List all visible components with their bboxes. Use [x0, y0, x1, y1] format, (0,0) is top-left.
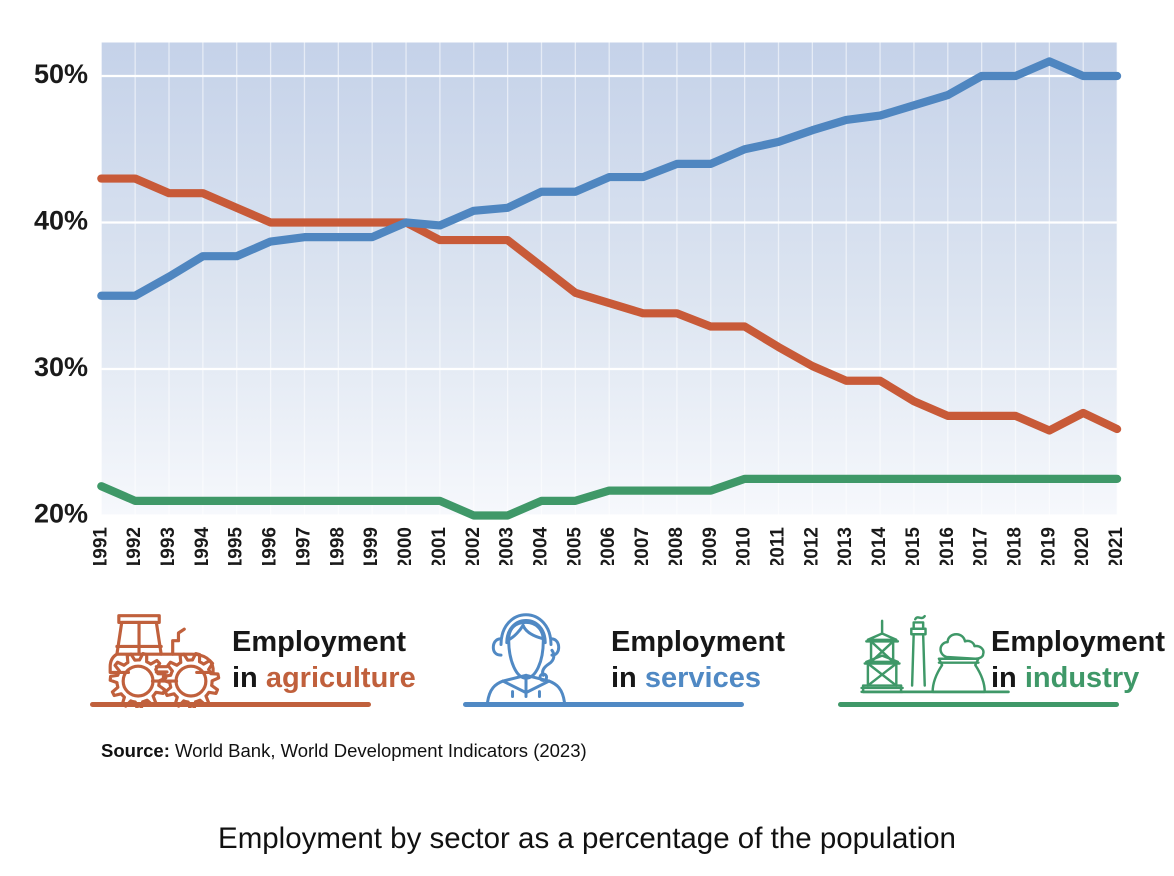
svg-text:2002: 2002	[463, 527, 484, 565]
svg-text:1992: 1992	[124, 527, 145, 565]
svg-text:2000: 2000	[395, 527, 416, 565]
svg-text:50%: 50%	[34, 59, 88, 89]
svg-text:1996: 1996	[260, 527, 281, 565]
svg-text:2009: 2009	[700, 527, 721, 565]
svg-text:2019: 2019	[1038, 527, 1059, 565]
svg-text:1995: 1995	[226, 527, 247, 565]
svg-text:40%: 40%	[34, 206, 88, 236]
svg-text:2014: 2014	[869, 527, 890, 565]
svg-text:1998: 1998	[327, 527, 348, 565]
svg-text:2016: 2016	[937, 527, 958, 565]
svg-text:1993: 1993	[158, 527, 179, 565]
svg-text:2021: 2021	[1106, 527, 1127, 565]
svg-text:2015: 2015	[903, 527, 924, 565]
svg-text:2005: 2005	[564, 527, 585, 565]
svg-text:2011: 2011	[768, 527, 789, 565]
svg-text:1994: 1994	[192, 527, 213, 565]
svg-text:2007: 2007	[632, 527, 653, 565]
svg-text:1997: 1997	[293, 527, 314, 565]
svg-text:2010: 2010	[734, 527, 755, 565]
svg-text:1991: 1991	[90, 527, 111, 565]
svg-text:2020: 2020	[1072, 527, 1093, 565]
svg-text:20%: 20%	[34, 499, 88, 529]
svg-text:2004: 2004	[530, 527, 551, 565]
svg-text:2018: 2018	[1005, 527, 1026, 565]
svg-text:2012: 2012	[801, 527, 822, 565]
svg-text:2008: 2008	[666, 527, 687, 565]
svg-text:30%: 30%	[34, 352, 88, 382]
svg-text:1999: 1999	[361, 527, 382, 565]
svg-text:2017: 2017	[971, 527, 992, 565]
svg-text:2013: 2013	[835, 527, 856, 565]
svg-text:2006: 2006	[598, 527, 619, 565]
svg-text:2001: 2001	[429, 527, 450, 565]
svg-text:2003: 2003	[497, 527, 518, 565]
